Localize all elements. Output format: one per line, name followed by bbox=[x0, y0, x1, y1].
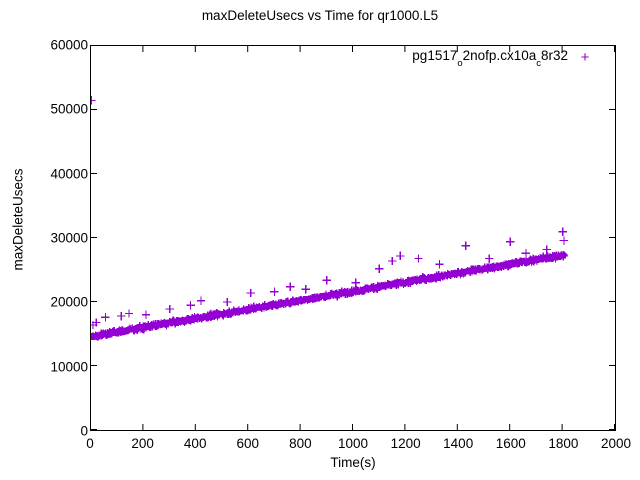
x-tick-label-1200: 1200 bbox=[390, 436, 421, 451]
legend: pg1517o2nofp.cx10ac8r32 + bbox=[412, 48, 602, 69]
y-tick-label-20000: 20000 bbox=[50, 294, 88, 310]
y-tick-label-10000: 10000 bbox=[50, 359, 88, 375]
chart-title: maxDeleteUsecs vs Time for qr1000.L5 bbox=[201, 8, 439, 23]
y-axis-label: maxDeleteUsecs bbox=[10, 168, 26, 271]
legend-marker-plus-icon: + bbox=[580, 48, 590, 66]
legend-label-sub1: o bbox=[457, 57, 463, 69]
x-tick-label-1400: 1400 bbox=[443, 436, 474, 451]
x-tick-label-200: 200 bbox=[131, 436, 154, 451]
legend-label: pg1517o2nofp.cx10ac8r32 bbox=[412, 48, 568, 69]
legend-label-part1: pg1517 bbox=[412, 48, 458, 63]
y-tick-label-50000: 50000 bbox=[50, 101, 88, 117]
x-tick-label-600: 600 bbox=[236, 436, 260, 451]
x-tick-label-2000: 2000 bbox=[600, 436, 632, 451]
y-tick-label-40000: 40000 bbox=[50, 166, 88, 182]
x-tick-label-1600: 1600 bbox=[495, 436, 526, 451]
x-tick-label-1000: 1000 bbox=[337, 436, 369, 451]
x-tick-label-0: 0 bbox=[86, 436, 94, 451]
y-tick-label-60000: 60000 bbox=[50, 37, 88, 53]
y-tick-label-30000: 30000 bbox=[50, 230, 88, 246]
x-tick-label-1800: 1800 bbox=[548, 436, 579, 451]
legend-label-part3: 8r32 bbox=[540, 48, 568, 63]
legend-label-sub2: c bbox=[536, 57, 541, 69]
legend-label-part2: 2nofp.cx10a bbox=[462, 48, 537, 63]
x-axis-label: Time(s) bbox=[330, 455, 376, 470]
x-tick-label-800: 800 bbox=[289, 436, 312, 451]
y-tick-label-0: 0 bbox=[80, 423, 88, 439]
x-tick-label-400: 400 bbox=[183, 436, 207, 451]
plot-area bbox=[90, 45, 616, 431]
scatter-plot-svg bbox=[91, 46, 615, 430]
